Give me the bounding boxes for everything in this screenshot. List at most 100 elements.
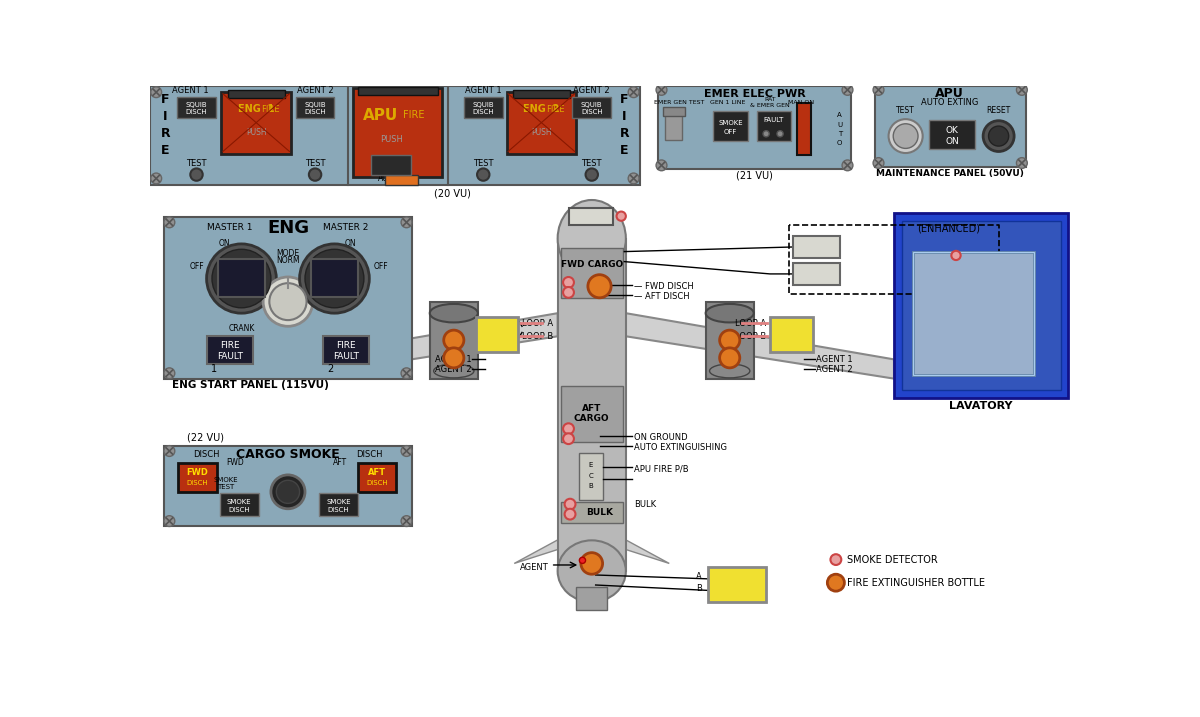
Circle shape xyxy=(269,283,306,320)
Bar xyxy=(793,263,840,285)
Text: O: O xyxy=(838,140,842,146)
Text: SQUIB: SQUIB xyxy=(380,159,402,166)
Text: APU FIRE P/B: APU FIRE P/B xyxy=(635,464,689,473)
Text: SQUIB: SQUIB xyxy=(473,102,494,108)
Text: ON: ON xyxy=(946,137,959,146)
Circle shape xyxy=(874,85,884,95)
Circle shape xyxy=(271,475,305,509)
Text: 1: 1 xyxy=(492,335,502,348)
Text: 1: 1 xyxy=(211,364,217,374)
Text: I: I xyxy=(622,110,626,123)
Text: (20 VU): (20 VU) xyxy=(434,189,470,199)
Text: OK: OK xyxy=(946,126,959,136)
Bar xyxy=(665,109,683,140)
Polygon shape xyxy=(598,525,670,564)
Bar xyxy=(913,252,1033,375)
Text: AFT: AFT xyxy=(332,458,347,467)
Bar xyxy=(464,97,503,118)
Circle shape xyxy=(563,277,574,288)
Bar xyxy=(580,453,602,500)
Circle shape xyxy=(989,126,1009,146)
Circle shape xyxy=(305,250,364,308)
Text: (21 VU): (21 VU) xyxy=(736,171,773,181)
Text: CARGO SMOKE: CARGO SMOKE xyxy=(236,448,340,461)
Polygon shape xyxy=(584,471,600,505)
Ellipse shape xyxy=(558,200,626,277)
Text: ENG  1: ENG 1 xyxy=(238,104,275,114)
Text: T: T xyxy=(838,130,842,137)
Text: E: E xyxy=(161,144,169,157)
Bar xyxy=(560,502,623,523)
Bar xyxy=(475,317,518,352)
Text: FWD CARGO: FWD CARGO xyxy=(560,260,623,269)
Text: B: B xyxy=(696,584,702,594)
Text: BULK: BULK xyxy=(586,508,613,517)
Text: LOOP A: LOOP A xyxy=(734,318,766,328)
Text: EMER ELEC PWR: EMER ELEC PWR xyxy=(703,89,805,99)
Bar xyxy=(512,90,570,98)
Bar xyxy=(901,221,1061,390)
Text: FDU: FDU xyxy=(485,323,509,333)
Text: ENG  2: ENG 2 xyxy=(523,104,559,114)
Circle shape xyxy=(164,446,175,457)
Text: SQUIB: SQUIB xyxy=(305,102,326,108)
Text: TEST: TEST xyxy=(217,484,234,490)
Text: AUTO EXTING: AUTO EXTING xyxy=(922,98,978,108)
Text: START: START xyxy=(289,283,311,289)
Text: ENG: ENG xyxy=(266,219,310,237)
Circle shape xyxy=(151,173,162,184)
Bar xyxy=(572,97,611,118)
Text: OFF: OFF xyxy=(373,262,389,272)
Bar xyxy=(913,252,1033,375)
Circle shape xyxy=(478,168,490,181)
Circle shape xyxy=(401,217,412,228)
Circle shape xyxy=(628,173,640,184)
Text: PUSH: PUSH xyxy=(532,128,552,137)
Text: NORM: NORM xyxy=(276,257,300,265)
Circle shape xyxy=(164,368,175,379)
Bar xyxy=(358,462,396,492)
Bar xyxy=(323,336,370,364)
Text: AFT: AFT xyxy=(582,404,601,413)
Bar xyxy=(506,92,576,154)
Text: CRANK: CRANK xyxy=(228,324,254,333)
Text: SQUIB: SQUIB xyxy=(581,102,602,108)
Bar xyxy=(894,213,1068,398)
Text: MODE: MODE xyxy=(276,250,300,258)
Text: RESET: RESET xyxy=(986,106,1010,115)
Bar xyxy=(797,103,811,156)
Text: ENG: ENG xyxy=(227,265,256,277)
Text: MASTER 2: MASTER 2 xyxy=(323,223,368,232)
Text: AGENT 2: AGENT 2 xyxy=(296,86,334,95)
Circle shape xyxy=(164,217,175,228)
Bar xyxy=(793,236,840,257)
Text: DISCH: DISCH xyxy=(366,480,388,486)
Text: DISCH: DISCH xyxy=(186,480,208,486)
Text: FAULT: FAULT xyxy=(763,117,784,123)
Ellipse shape xyxy=(709,364,750,378)
Text: GEN 1 LINE: GEN 1 LINE xyxy=(709,100,745,105)
Text: SMOKE: SMOKE xyxy=(214,477,239,483)
Ellipse shape xyxy=(706,304,754,323)
Text: TEST: TEST xyxy=(305,158,325,168)
Text: TEST: TEST xyxy=(473,158,493,168)
Circle shape xyxy=(656,160,667,171)
Text: LOOP A: LOOP A xyxy=(522,318,553,328)
Polygon shape xyxy=(626,313,894,379)
Text: AFT: AFT xyxy=(368,468,386,477)
Text: DISCH: DISCH xyxy=(305,109,326,115)
Text: I: I xyxy=(163,110,168,123)
Bar xyxy=(560,386,623,442)
Text: — FWD DISCH: — FWD DISCH xyxy=(635,282,694,290)
Text: (22 VU): (22 VU) xyxy=(187,433,224,443)
Text: DISCH: DISCH xyxy=(473,109,494,115)
Text: LAVATORY: LAVATORY xyxy=(949,401,1013,411)
Bar xyxy=(150,86,640,184)
Circle shape xyxy=(842,160,853,171)
Text: F: F xyxy=(161,93,169,106)
Text: LOOP B: LOOP B xyxy=(522,332,553,341)
Text: FIRE: FIRE xyxy=(260,105,280,113)
Bar xyxy=(353,88,442,177)
Text: DISCH: DISCH xyxy=(380,167,402,173)
Text: A: A xyxy=(838,113,842,118)
